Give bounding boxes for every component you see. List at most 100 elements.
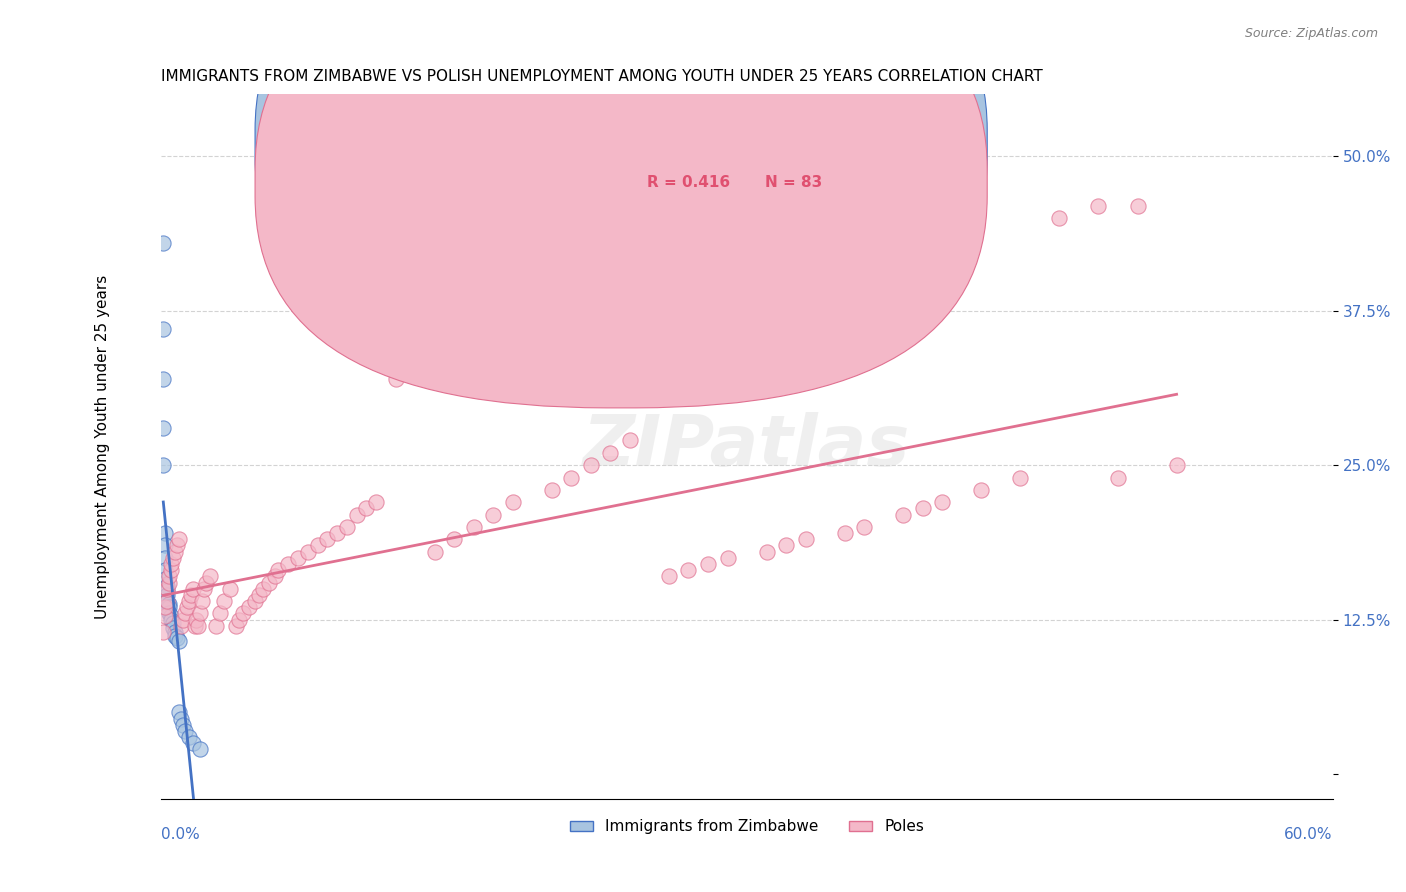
Point bbox=[162, 550, 184, 565]
Text: IMMIGRANTS FROM ZIMBABWE VS POLISH UNEMPLOYMENT AMONG YOUTH UNDER 25 YEARS CORRE: IMMIGRANTS FROM ZIMBABWE VS POLISH UNEMP… bbox=[162, 69, 1043, 84]
Point bbox=[163, 544, 186, 558]
Point bbox=[257, 575, 280, 590]
Point bbox=[891, 508, 914, 522]
Point bbox=[205, 619, 228, 633]
Point bbox=[173, 723, 195, 738]
Text: R = 0.221: R = 0.221 bbox=[648, 129, 731, 145]
Point bbox=[540, 483, 562, 497]
Point bbox=[170, 712, 193, 726]
Point bbox=[502, 495, 524, 509]
Point bbox=[160, 557, 183, 571]
Point bbox=[218, 582, 240, 596]
Point bbox=[1010, 470, 1032, 484]
Point bbox=[404, 359, 426, 374]
Point bbox=[1049, 211, 1071, 225]
Point bbox=[277, 557, 299, 571]
Point bbox=[155, 563, 177, 577]
Point bbox=[658, 569, 681, 583]
Point bbox=[156, 579, 179, 593]
Point bbox=[160, 563, 183, 577]
Point bbox=[157, 600, 180, 615]
Point bbox=[287, 550, 309, 565]
Point bbox=[183, 619, 205, 633]
Point bbox=[160, 613, 183, 627]
Point bbox=[167, 633, 190, 648]
Point bbox=[463, 520, 485, 534]
Point bbox=[716, 550, 738, 565]
Point bbox=[560, 470, 582, 484]
Point bbox=[181, 736, 204, 750]
Point bbox=[208, 607, 231, 621]
Point bbox=[243, 594, 266, 608]
Point bbox=[193, 582, 215, 596]
Point bbox=[152, 372, 174, 386]
Point bbox=[176, 600, 198, 615]
Text: Unemployment Among Youth under 25 years: Unemployment Among Youth under 25 years bbox=[96, 275, 110, 619]
Point bbox=[775, 539, 797, 553]
FancyBboxPatch shape bbox=[254, 0, 987, 369]
Point bbox=[307, 539, 329, 553]
Point bbox=[267, 563, 290, 577]
Point bbox=[238, 600, 260, 615]
Point bbox=[263, 569, 285, 583]
Point bbox=[212, 594, 235, 608]
Point bbox=[697, 557, 720, 571]
Point bbox=[619, 434, 641, 448]
Point bbox=[167, 706, 190, 720]
Point bbox=[181, 582, 204, 596]
Point bbox=[155, 526, 177, 541]
Point bbox=[155, 572, 177, 586]
Point bbox=[180, 588, 202, 602]
Point bbox=[228, 613, 250, 627]
Point bbox=[1166, 458, 1188, 472]
Point bbox=[157, 569, 180, 583]
Point bbox=[152, 625, 174, 640]
Point bbox=[931, 495, 953, 509]
Point bbox=[166, 631, 188, 645]
FancyBboxPatch shape bbox=[583, 116, 911, 221]
Text: 60.0%: 60.0% bbox=[1284, 827, 1333, 842]
Point bbox=[152, 421, 174, 435]
Point bbox=[155, 600, 177, 615]
Point bbox=[423, 544, 446, 558]
Point bbox=[1107, 470, 1129, 484]
Point bbox=[1126, 199, 1149, 213]
Point bbox=[163, 629, 186, 643]
Point bbox=[198, 569, 221, 583]
Point bbox=[155, 550, 177, 565]
Point bbox=[173, 607, 195, 621]
Point bbox=[152, 235, 174, 250]
Point bbox=[794, 533, 817, 547]
Point bbox=[297, 544, 319, 558]
Point bbox=[336, 520, 359, 534]
Text: ZIPatlas: ZIPatlas bbox=[583, 412, 911, 481]
FancyBboxPatch shape bbox=[254, 0, 987, 408]
Point bbox=[190, 607, 212, 621]
Point bbox=[911, 501, 934, 516]
Point bbox=[678, 563, 700, 577]
Point bbox=[443, 533, 465, 547]
Text: 0.0%: 0.0% bbox=[162, 827, 200, 842]
Point bbox=[156, 582, 179, 596]
Point bbox=[172, 717, 194, 731]
Point bbox=[156, 584, 179, 599]
Point bbox=[232, 607, 254, 621]
Point bbox=[247, 588, 270, 602]
Point bbox=[316, 533, 339, 547]
Point bbox=[187, 619, 209, 633]
Point bbox=[853, 520, 876, 534]
Point bbox=[156, 594, 179, 608]
Point bbox=[834, 526, 856, 541]
Text: R = 0.416: R = 0.416 bbox=[648, 175, 731, 190]
Text: Source: ZipAtlas.com: Source: ZipAtlas.com bbox=[1244, 27, 1378, 40]
Point bbox=[186, 613, 208, 627]
Point bbox=[177, 594, 200, 608]
Point bbox=[162, 616, 184, 631]
Point bbox=[326, 526, 349, 541]
Point bbox=[384, 372, 406, 386]
Point bbox=[195, 575, 218, 590]
Point bbox=[346, 508, 368, 522]
Point bbox=[190, 742, 212, 756]
Point bbox=[157, 597, 180, 611]
Point bbox=[755, 544, 778, 558]
